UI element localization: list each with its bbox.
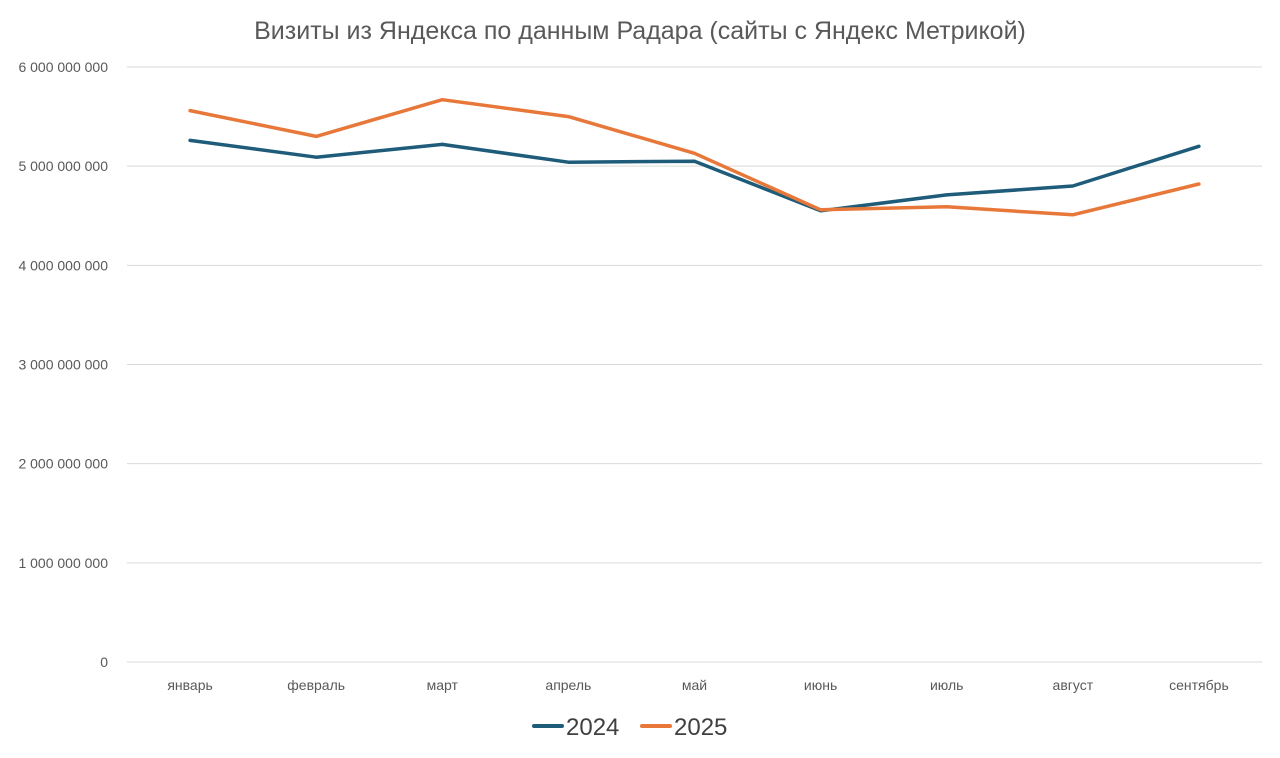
- x-axis-ticks: январь февраль март апрель май июнь июль август…: [167, 677, 1228, 693]
- series-lines: [188, 97, 1201, 217]
- data-point-2024: [693, 159, 696, 163]
- data-point-2025: [693, 151, 696, 155]
- data-point-2024: [440, 142, 444, 146]
- legend: 2024 2025: [532, 714, 727, 741]
- x-tick-label: август: [1053, 677, 1094, 693]
- x-tick-label: февраль: [287, 677, 345, 693]
- x-tick-label: сентябрь: [1169, 677, 1229, 693]
- x-tick-label: март: [427, 677, 459, 693]
- data-point-2024: [188, 138, 192, 142]
- x-tick-label: январь: [167, 677, 212, 693]
- x-tick-label: июль: [930, 677, 963, 693]
- legend-label-2025: 2025: [674, 714, 727, 741]
- y-axis-ticks: 0 1 000 000 000 2 000 000 000 3 000 000 000…: [18, 59, 108, 670]
- y-tick-label: 5 000 000 000: [18, 158, 108, 174]
- y-tick-label: 3 000 000 000: [18, 357, 108, 373]
- data-point-2024: [945, 193, 949, 197]
- y-tick-label: 2 000 000 000: [18, 456, 108, 472]
- x-tick-label: май: [682, 677, 707, 693]
- y-tick-label: 4 000 000 000: [18, 257, 108, 273]
- y-tick-label: 6 000 000 000: [18, 59, 108, 75]
- series-line-2025: [188, 97, 1201, 217]
- gridlines: [127, 66, 1262, 663]
- data-point-2025: [945, 205, 949, 209]
- data-point-2024: [314, 155, 318, 159]
- data-point-2025: [440, 98, 444, 102]
- data-point-2025: [188, 109, 192, 113]
- data-point-2024: [566, 160, 570, 164]
- chart-title: Визиты из Яндекса по данным Радара (сайт…: [254, 17, 1026, 45]
- data-point-2024: [1071, 184, 1075, 188]
- y-tick-label: 1 000 000 000: [18, 555, 108, 571]
- data-point-2025: [566, 115, 570, 119]
- x-tick-label: июнь: [804, 677, 837, 693]
- data-point-2025: [1071, 213, 1075, 217]
- data-point-2024: [1197, 144, 1201, 148]
- y-tick-label: 0: [100, 654, 108, 670]
- data-point-2025: [314, 134, 318, 138]
- series-line-2024: [188, 138, 1201, 213]
- legend-label-2024: 2024: [566, 714, 619, 741]
- data-point-2025: [1197, 182, 1201, 186]
- x-tick-label: апрель: [545, 677, 591, 693]
- data-point-2025: [819, 208, 823, 212]
